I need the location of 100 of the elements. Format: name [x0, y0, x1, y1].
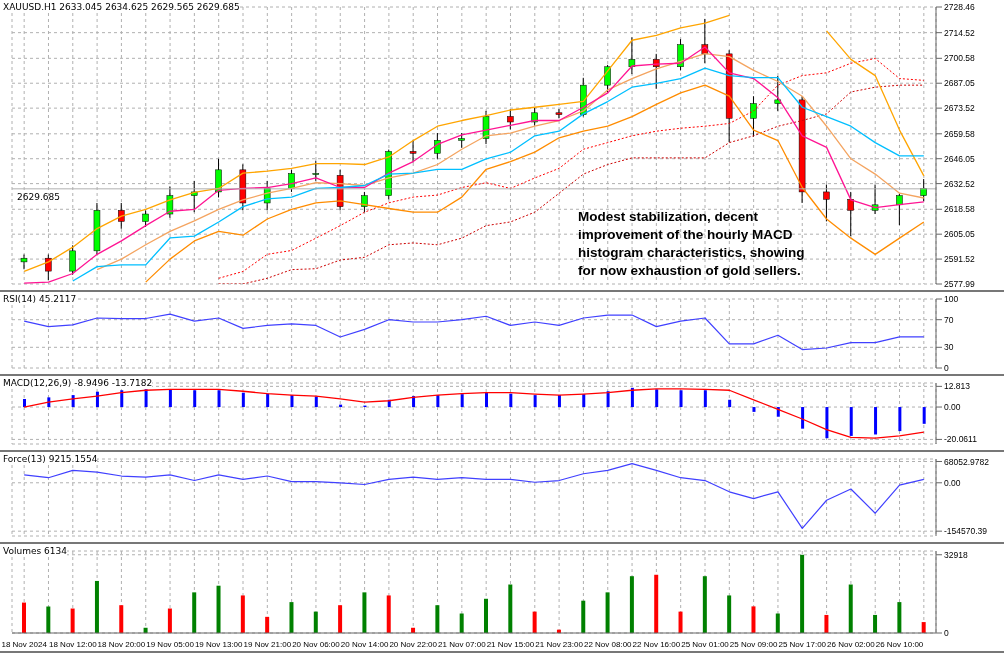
- x-tick-label: 18 Nov 12:00: [48, 639, 98, 649]
- candlestick: [604, 64, 611, 94]
- bar: [167, 608, 172, 633]
- y-tick-label: 2646.05: [944, 153, 975, 164]
- candlestick: [118, 202, 125, 230]
- candlestick: [312, 160, 320, 182]
- y-tick-label: 2577.99: [944, 279, 975, 290]
- bar: [23, 398, 26, 408]
- bar: [678, 611, 683, 633]
- candlestick: [628, 36, 636, 75]
- bar: [508, 584, 513, 633]
- y-tick-label: 68052.9782: [944, 456, 990, 467]
- bar: [848, 584, 853, 633]
- ref-line-label: 2629.685: [17, 192, 60, 203]
- bar: [824, 614, 829, 633]
- bar: [752, 407, 756, 412]
- bar: [460, 394, 464, 408]
- chart-title: Force(13) 9215.1554: [3, 454, 98, 464]
- bar: [22, 602, 26, 633]
- annotation: Modest stabilization, decent improvement of the hourly MACD histogram characteristics, showing for now exhaustion of gold sellers.: [578, 208, 806, 280]
- candlestick: [45, 254, 52, 281]
- bar: [922, 407, 926, 424]
- bar: [216, 585, 221, 633]
- chart-title: Volumes 6134: [3, 546, 67, 556]
- bar: [825, 407, 829, 439]
- bar: [557, 395, 561, 408]
- bar: [412, 396, 416, 408]
- bar: [313, 611, 318, 633]
- candlestick: [409, 139, 417, 163]
- y-tick-label: 0.00: [944, 477, 961, 488]
- candlestick: [750, 95, 757, 138]
- candlestick: [677, 38, 684, 71]
- candlestick: [434, 132, 441, 160]
- bar: [241, 392, 245, 408]
- x-tick-label: 21 Nov 23:00: [535, 639, 584, 649]
- bar: [702, 576, 707, 633]
- bar: [849, 407, 853, 436]
- candlestick: [20, 254, 28, 270]
- x-tick-label: 22 Nov 08:00: [583, 639, 633, 649]
- bar: [240, 595, 245, 633]
- x-tick-label: 19 Nov 13:00: [194, 639, 244, 649]
- bar: [217, 390, 221, 408]
- bar: [874, 407, 878, 435]
- bar: [533, 395, 537, 408]
- y-tick-label: 2605.05: [944, 229, 975, 240]
- bar: [630, 387, 634, 408]
- y-tick-label: 12.813: [944, 381, 971, 392]
- bar: [314, 396, 318, 408]
- line-series: [23, 313, 925, 351]
- bar: [193, 390, 197, 408]
- candlestick: [69, 244, 76, 276]
- bar: [800, 554, 805, 633]
- y-tick-label: 2728.46: [944, 2, 975, 13]
- x-tick-label: 25 Nov 01:00: [681, 639, 730, 649]
- bar: [629, 576, 634, 633]
- bar: [459, 613, 464, 633]
- y-tick-label: 2714.52: [944, 27, 975, 38]
- chart-title: RSI(14) 45.2117: [3, 294, 77, 304]
- bar: [605, 592, 610, 633]
- x-tick-label: 18 Nov 20:00: [97, 639, 146, 649]
- y-tick-label: 2700.58: [944, 53, 975, 64]
- bar: [94, 580, 99, 633]
- bar: [775, 613, 780, 633]
- y-tick-label: 32918: [944, 549, 968, 560]
- x-tick-label: 20 Nov 14:00: [340, 639, 389, 649]
- y-tick-label: 0: [944, 363, 949, 374]
- bar: [582, 394, 586, 408]
- bar: [921, 622, 926, 633]
- x-tick-label: 26 Nov 10:00: [875, 639, 924, 649]
- candlestick: [652, 53, 660, 90]
- x-tick-label: 18 Nov 2024: [1, 639, 48, 649]
- chart-title: XAUUSD.H1 2633.045 2634.625 2629.565 2629.685: [3, 2, 240, 12]
- y-tick-label: 2687.05: [944, 78, 975, 89]
- y-tick-label: 2673.52: [944, 103, 975, 114]
- candlestick: [896, 193, 903, 226]
- y-tick-label: -20.0611: [944, 434, 978, 445]
- bar: [119, 605, 124, 633]
- candlestick: [507, 108, 514, 130]
- x-tick-label: 26 Nov 02:00: [827, 639, 876, 649]
- y-tick-label: 0.00: [944, 402, 961, 413]
- bar: [897, 602, 902, 633]
- bar: [485, 392, 488, 408]
- bar: [435, 605, 440, 633]
- y-tick-label: 2632.52: [944, 178, 975, 189]
- bar: [655, 389, 659, 408]
- y-tick-label: 0: [944, 628, 949, 639]
- x-tick-label: 25 Nov 09:00: [729, 639, 778, 649]
- y-tick-label: 70: [944, 314, 954, 325]
- x-tick-label: 20 Nov 22:00: [389, 639, 438, 649]
- candlestick: [920, 178, 927, 202]
- bar: [265, 616, 270, 633]
- bar: [46, 606, 51, 633]
- y-tick-label: 30: [944, 342, 954, 353]
- candlestick: [555, 108, 563, 119]
- line-series: [23, 388, 925, 439]
- y-tick-label: 100: [944, 294, 959, 305]
- bar: [484, 598, 488, 633]
- bar: [898, 407, 902, 432]
- bar: [192, 592, 197, 633]
- bar: [727, 595, 732, 633]
